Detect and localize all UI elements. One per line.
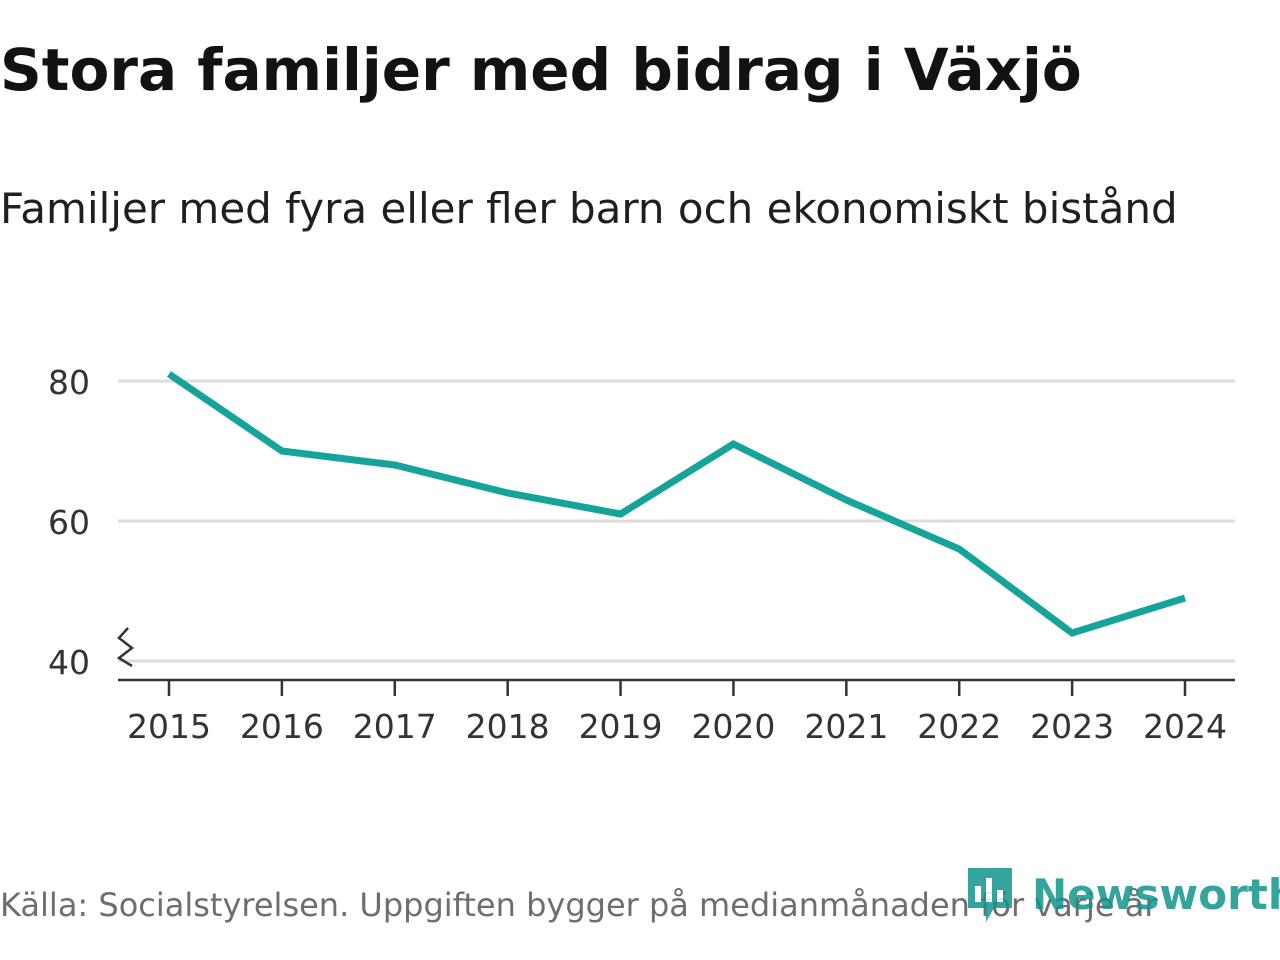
y-tick-label: 40: [48, 643, 90, 682]
x-axis: [118, 678, 1235, 696]
x-tick-label: 2020: [691, 707, 775, 746]
x-tick-label: 2022: [917, 707, 1001, 746]
x-tick-label: 2017: [353, 707, 437, 746]
x-tick-label: 2021: [804, 707, 888, 746]
brand-name: Newsworthy: [1032, 869, 1280, 919]
chart-subtitle: Familjer med fyra eller fler barn och ek…: [0, 184, 1178, 233]
x-tick-label: 2024: [1143, 707, 1227, 746]
source-note: Källa: Socialstyrelsen. Uppgiften bygger…: [0, 886, 1158, 924]
x-tick-label: 2015: [127, 707, 211, 746]
data-series: [167, 371, 1187, 637]
x-tick-label: 2019: [579, 707, 663, 746]
x-tick-label: 2023: [1030, 707, 1114, 746]
x-tick-labels: 2015 2016 2017 2018 2019 2020 2021 2022 2023 2024: [127, 707, 1227, 746]
y-tick-label: 60: [48, 503, 90, 542]
x-tick-label: 2016: [240, 707, 324, 746]
y-tick-labels: 40 60 80: [48, 363, 90, 682]
newsworthy-logo-icon: [968, 868, 1012, 922]
grid-lines: [118, 379, 1235, 663]
series-line: [167, 371, 1187, 637]
brand-logo: Newsworthy: [964, 864, 1280, 924]
y-tick-label: 80: [48, 363, 90, 402]
y-axis-break-icon: [116, 627, 135, 668]
chart-title: Stora familjer med bidrag i Växjö: [0, 36, 1082, 104]
x-tick-label: 2018: [466, 707, 550, 746]
